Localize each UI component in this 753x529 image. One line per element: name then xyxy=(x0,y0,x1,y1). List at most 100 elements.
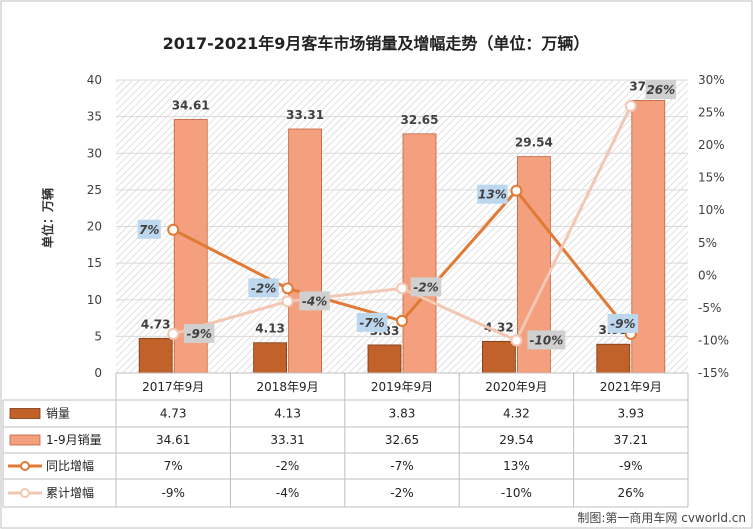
point-label-bg xyxy=(248,278,279,298)
table-cell: 4.32 xyxy=(503,407,530,421)
line-marker xyxy=(396,314,408,327)
bar-monthly xyxy=(253,342,288,374)
table-cell: 26% xyxy=(617,486,644,500)
legend-marker xyxy=(20,461,30,471)
table-cell: 29.54 xyxy=(499,433,533,447)
y2-tick-label: 25% xyxy=(698,106,725,120)
table-cell: 33.31 xyxy=(270,433,304,447)
x-tick-label: 2019年9月 xyxy=(371,380,433,394)
y2-tick-label: 0% xyxy=(698,268,717,282)
bar-monthly xyxy=(481,340,516,374)
line-marker xyxy=(281,282,294,295)
point-value-label: 13% xyxy=(478,188,507,202)
point-value-label: -2% xyxy=(251,281,276,295)
line-marker xyxy=(167,327,180,340)
legend-label: 累计增幅 xyxy=(46,485,94,500)
table-cell: 34.61 xyxy=(156,433,190,447)
table-cell: 37.21 xyxy=(614,433,648,447)
point-value-label: -9% xyxy=(610,317,635,331)
legend-swatch xyxy=(9,408,41,419)
bar-monthly xyxy=(138,337,173,374)
table-cell: -10% xyxy=(501,486,532,500)
y-axis-label: 单位：万辆 xyxy=(40,188,55,248)
legend-label: 同比增幅 xyxy=(46,458,94,473)
y-tick-label: 10 xyxy=(87,293,102,307)
legend-label: 1-9月销量 xyxy=(46,433,102,447)
bar-value-label: 4.73 xyxy=(141,317,171,331)
table-cell: 4.73 xyxy=(160,407,187,421)
point-value-label: -2% xyxy=(413,280,438,294)
bar-value-label: 4.32 xyxy=(484,320,514,334)
line-marker xyxy=(510,334,523,347)
y-tick-label: 15 xyxy=(87,256,102,270)
point-label-bg xyxy=(410,277,442,297)
y-tick-label: 35 xyxy=(87,110,102,124)
line-marker xyxy=(624,100,637,113)
y2-tick-label: 5% xyxy=(698,236,717,250)
y-tick-label: 5 xyxy=(94,329,102,343)
x-tick-label: 2021年9月 xyxy=(600,380,662,394)
bar-ytd xyxy=(402,133,437,374)
y-tick-label: 20 xyxy=(87,220,102,234)
table-cell: -4% xyxy=(276,486,299,500)
point-label-bg xyxy=(527,330,566,350)
table-cell: 4.13 xyxy=(274,407,301,421)
credit-text: 制图:第一商用车网 cvworld.cn xyxy=(577,510,746,525)
x-tick-label: 2018年9月 xyxy=(257,380,319,394)
bar-value-label: 34.61 xyxy=(172,98,210,112)
y2-tick-label: -15% xyxy=(698,366,729,380)
table-cell: 13% xyxy=(503,459,530,473)
point-label-bg xyxy=(356,312,388,332)
x-tick-label: 2017年9月 xyxy=(142,380,204,394)
point-label-bg xyxy=(477,184,508,204)
table-cell: 3.93 xyxy=(617,407,644,421)
legend-marker xyxy=(20,488,30,498)
line-marker xyxy=(281,295,294,308)
point-label-bg xyxy=(299,291,330,311)
y-tick-label: 30 xyxy=(87,146,102,160)
bar-value-label: 33.31 xyxy=(286,108,324,122)
y2-tick-label: 10% xyxy=(698,203,725,217)
x-tick-label: 2020年9月 xyxy=(485,380,547,394)
bar-monthly xyxy=(367,344,402,374)
bar-ytd xyxy=(631,100,666,374)
y2-tick-label: 30% xyxy=(698,73,725,87)
point-label-bg xyxy=(607,313,639,333)
point-value-label: 7% xyxy=(139,223,159,237)
bar-value-label: 4.13 xyxy=(255,322,285,336)
table-cell: 32.65 xyxy=(385,433,419,447)
y2-tick-label: 15% xyxy=(698,171,725,185)
bar-value-label: 29.54 xyxy=(515,136,553,150)
point-label-bg xyxy=(137,219,161,239)
table-cell: -7% xyxy=(390,459,413,473)
table-cell: 7% xyxy=(164,459,183,473)
bar-value-label: 32.65 xyxy=(401,113,439,127)
table-cell: -9% xyxy=(162,486,185,500)
bar-ytd xyxy=(288,128,323,374)
point-value-label: 26% xyxy=(646,83,675,97)
point-label-bg xyxy=(645,80,677,100)
y2-tick-label: -5% xyxy=(698,301,721,315)
chart-title: 2017-2021年9月客车市场销量及增幅走势（单位：万辆） xyxy=(163,34,590,53)
point-value-label: -10% xyxy=(530,333,564,347)
line-marker xyxy=(167,223,180,236)
line-marker xyxy=(510,184,523,197)
y-tick-label: 0 xyxy=(94,366,102,380)
y2-tick-label: -10% xyxy=(698,333,729,347)
line-marker xyxy=(396,282,408,295)
point-value-label: -9% xyxy=(187,327,212,341)
bar-monthly xyxy=(596,343,631,374)
y-tick-label: 40 xyxy=(87,73,102,87)
table-cell: -2% xyxy=(276,459,299,473)
point-label-bg xyxy=(183,323,215,343)
point-value-label: -7% xyxy=(359,316,384,330)
legend-swatch xyxy=(9,434,41,446)
table-cell: -2% xyxy=(390,486,413,500)
table-cell: 3.83 xyxy=(389,407,416,421)
y2-tick-label: 20% xyxy=(698,138,725,152)
y-tick-label: 25 xyxy=(87,183,102,197)
point-value-label: -4% xyxy=(302,294,327,308)
